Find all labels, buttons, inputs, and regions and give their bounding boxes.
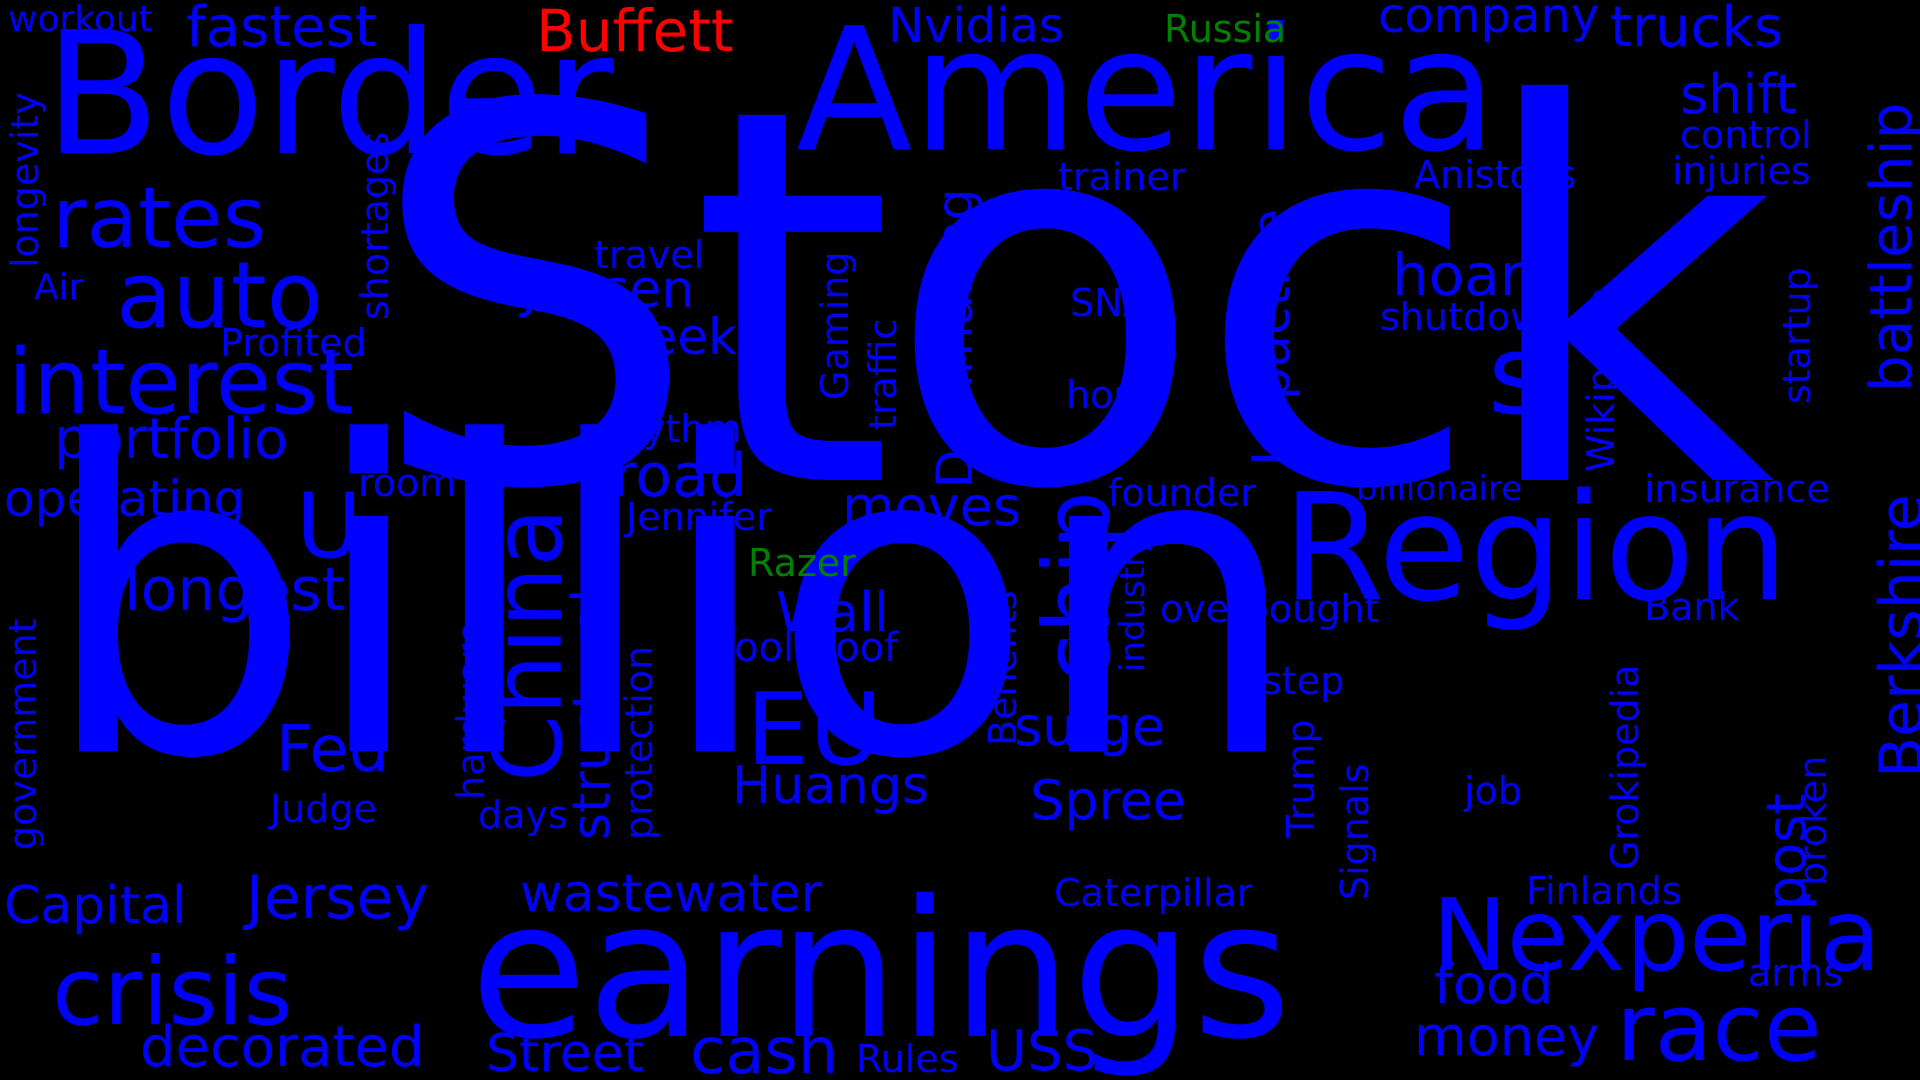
word-russia: Russia: [1164, 7, 1287, 51]
word-uss: USS: [986, 1019, 1099, 1080]
word-road: road: [612, 441, 747, 511]
word-protection: protection: [617, 645, 661, 840]
word-founder: founder: [1108, 471, 1256, 515]
word-america: America: [796, 0, 1498, 190]
word-hoard: hoard: [1392, 241, 1560, 309]
word-profited: Profited: [220, 321, 367, 365]
word-job: job: [1464, 769, 1522, 813]
word-company: company: [1378, 0, 1600, 44]
word-shift: shift: [1680, 63, 1797, 126]
word-workout: workout: [8, 0, 153, 40]
word-capital: Capital: [4, 876, 187, 936]
word-hour: hour: [1066, 373, 1154, 417]
word-earnings: earnings: [470, 860, 1292, 1080]
word-shutdown: shutdown: [1380, 295, 1566, 339]
word-billion: billion: [40, 353, 1302, 853]
word-signals: Signals: [1333, 763, 1377, 900]
word-bank: Bank: [1644, 585, 1740, 629]
word-trump: Trump: [1279, 719, 1323, 838]
word-hardware: hardware: [449, 621, 493, 800]
word-berkshire: Berkshire: [1867, 494, 1920, 778]
word-dealmaking: Dealmaking: [926, 188, 984, 488]
word-street: Street: [486, 1024, 645, 1080]
word-room: room: [358, 461, 457, 505]
word-anistons: Anistons: [1414, 153, 1577, 197]
word-moves: moves: [842, 475, 1021, 538]
word-benefits: Benefits: [981, 590, 1025, 746]
word-arms: arms: [1748, 951, 1844, 995]
word-overbought: overbought: [1160, 587, 1380, 631]
word-portfolio: portfolio: [54, 407, 289, 472]
word-jennifer: Jennifer: [626, 495, 772, 539]
word-startup: startup: [1775, 267, 1819, 404]
word-fastest: fastest: [186, 0, 377, 60]
word-air: Air: [34, 267, 84, 308]
word-huangs: Huangs: [732, 756, 929, 816]
word-caterpillar: Caterpillar: [1054, 871, 1253, 915]
word-nvidias: Nvidias: [888, 0, 1064, 54]
word-s: s: [1488, 311, 1546, 439]
word-control: control: [1680, 113, 1812, 157]
word-longevity: longevity: [3, 92, 47, 268]
word-traffic: traffic: [861, 318, 905, 430]
word-days: days: [478, 793, 568, 837]
word-cash: cash: [690, 1015, 839, 1080]
word-industry: industry: [1113, 532, 1153, 672]
word-operating: operating: [4, 470, 246, 528]
word-week: Week: [600, 308, 737, 366]
word-rhythm: rhythm: [604, 407, 742, 451]
word-insurance: insurance: [1644, 467, 1830, 511]
word-longest: longest: [124, 555, 346, 625]
word-surge: surge: [1014, 695, 1166, 758]
word-trucks: trucks: [1610, 0, 1783, 60]
word-judge: Judge: [270, 787, 377, 831]
word-trainer: trainer: [1058, 155, 1186, 199]
word-travel: travel: [594, 233, 705, 277]
word-jensen: Jensen: [522, 260, 695, 320]
word-finlands: Finlands: [1526, 869, 1682, 913]
word-crisis: crisis: [52, 938, 293, 1047]
word-fed: Fed: [276, 713, 390, 787]
word-eu: EU: [746, 671, 883, 788]
word-interest: interest: [8, 330, 354, 435]
word-rules: Rules: [856, 1037, 959, 1080]
word-auto: auto: [116, 242, 324, 349]
word-structural: structural: [562, 588, 622, 840]
word-foolproof: foolproof: [720, 625, 899, 671]
word-broken: broken: [1791, 755, 1835, 886]
word-wikipedia: Wikipedia: [1579, 286, 1623, 472]
word-spree: Spree: [1030, 769, 1187, 832]
word-decorated: decorated: [140, 1015, 425, 1080]
word-u: U: [296, 474, 362, 579]
word-battleship: battleship: [1857, 102, 1920, 392]
word-money: money: [1414, 1005, 1600, 1068]
word-jersey: Jersey: [246, 863, 429, 933]
word-region: Region: [1282, 462, 1789, 634]
word-step: step: [1262, 659, 1345, 703]
word-rates: rates: [52, 169, 267, 267]
word-buffett: Buffett: [536, 0, 734, 65]
word-razer: Razer: [748, 541, 856, 585]
word-impactive: Impactive: [1242, 208, 1302, 466]
word-wastewater: wastewater: [520, 864, 823, 924]
word-food: food: [1434, 953, 1554, 1016]
word-nexperia: Nexperia: [1432, 877, 1881, 994]
word-gaming: Gaming: [813, 251, 857, 400]
word-chip: chip: [1024, 491, 1131, 684]
word-border: Border: [44, 0, 614, 194]
word-stock: Stock: [368, 0, 1775, 603]
word-government: government: [1, 618, 45, 850]
word-shortages: shortages: [353, 131, 397, 320]
word-injuries: injuries: [1672, 149, 1811, 193]
word-snap: SNAP: [1070, 281, 1172, 325]
word-billionaire: billionaire: [1356, 469, 1523, 509]
word-grokipedia: Grokipedia: [1603, 664, 1647, 870]
word-race: race: [1616, 974, 1822, 1080]
word-wall: Wall: [776, 581, 890, 644]
